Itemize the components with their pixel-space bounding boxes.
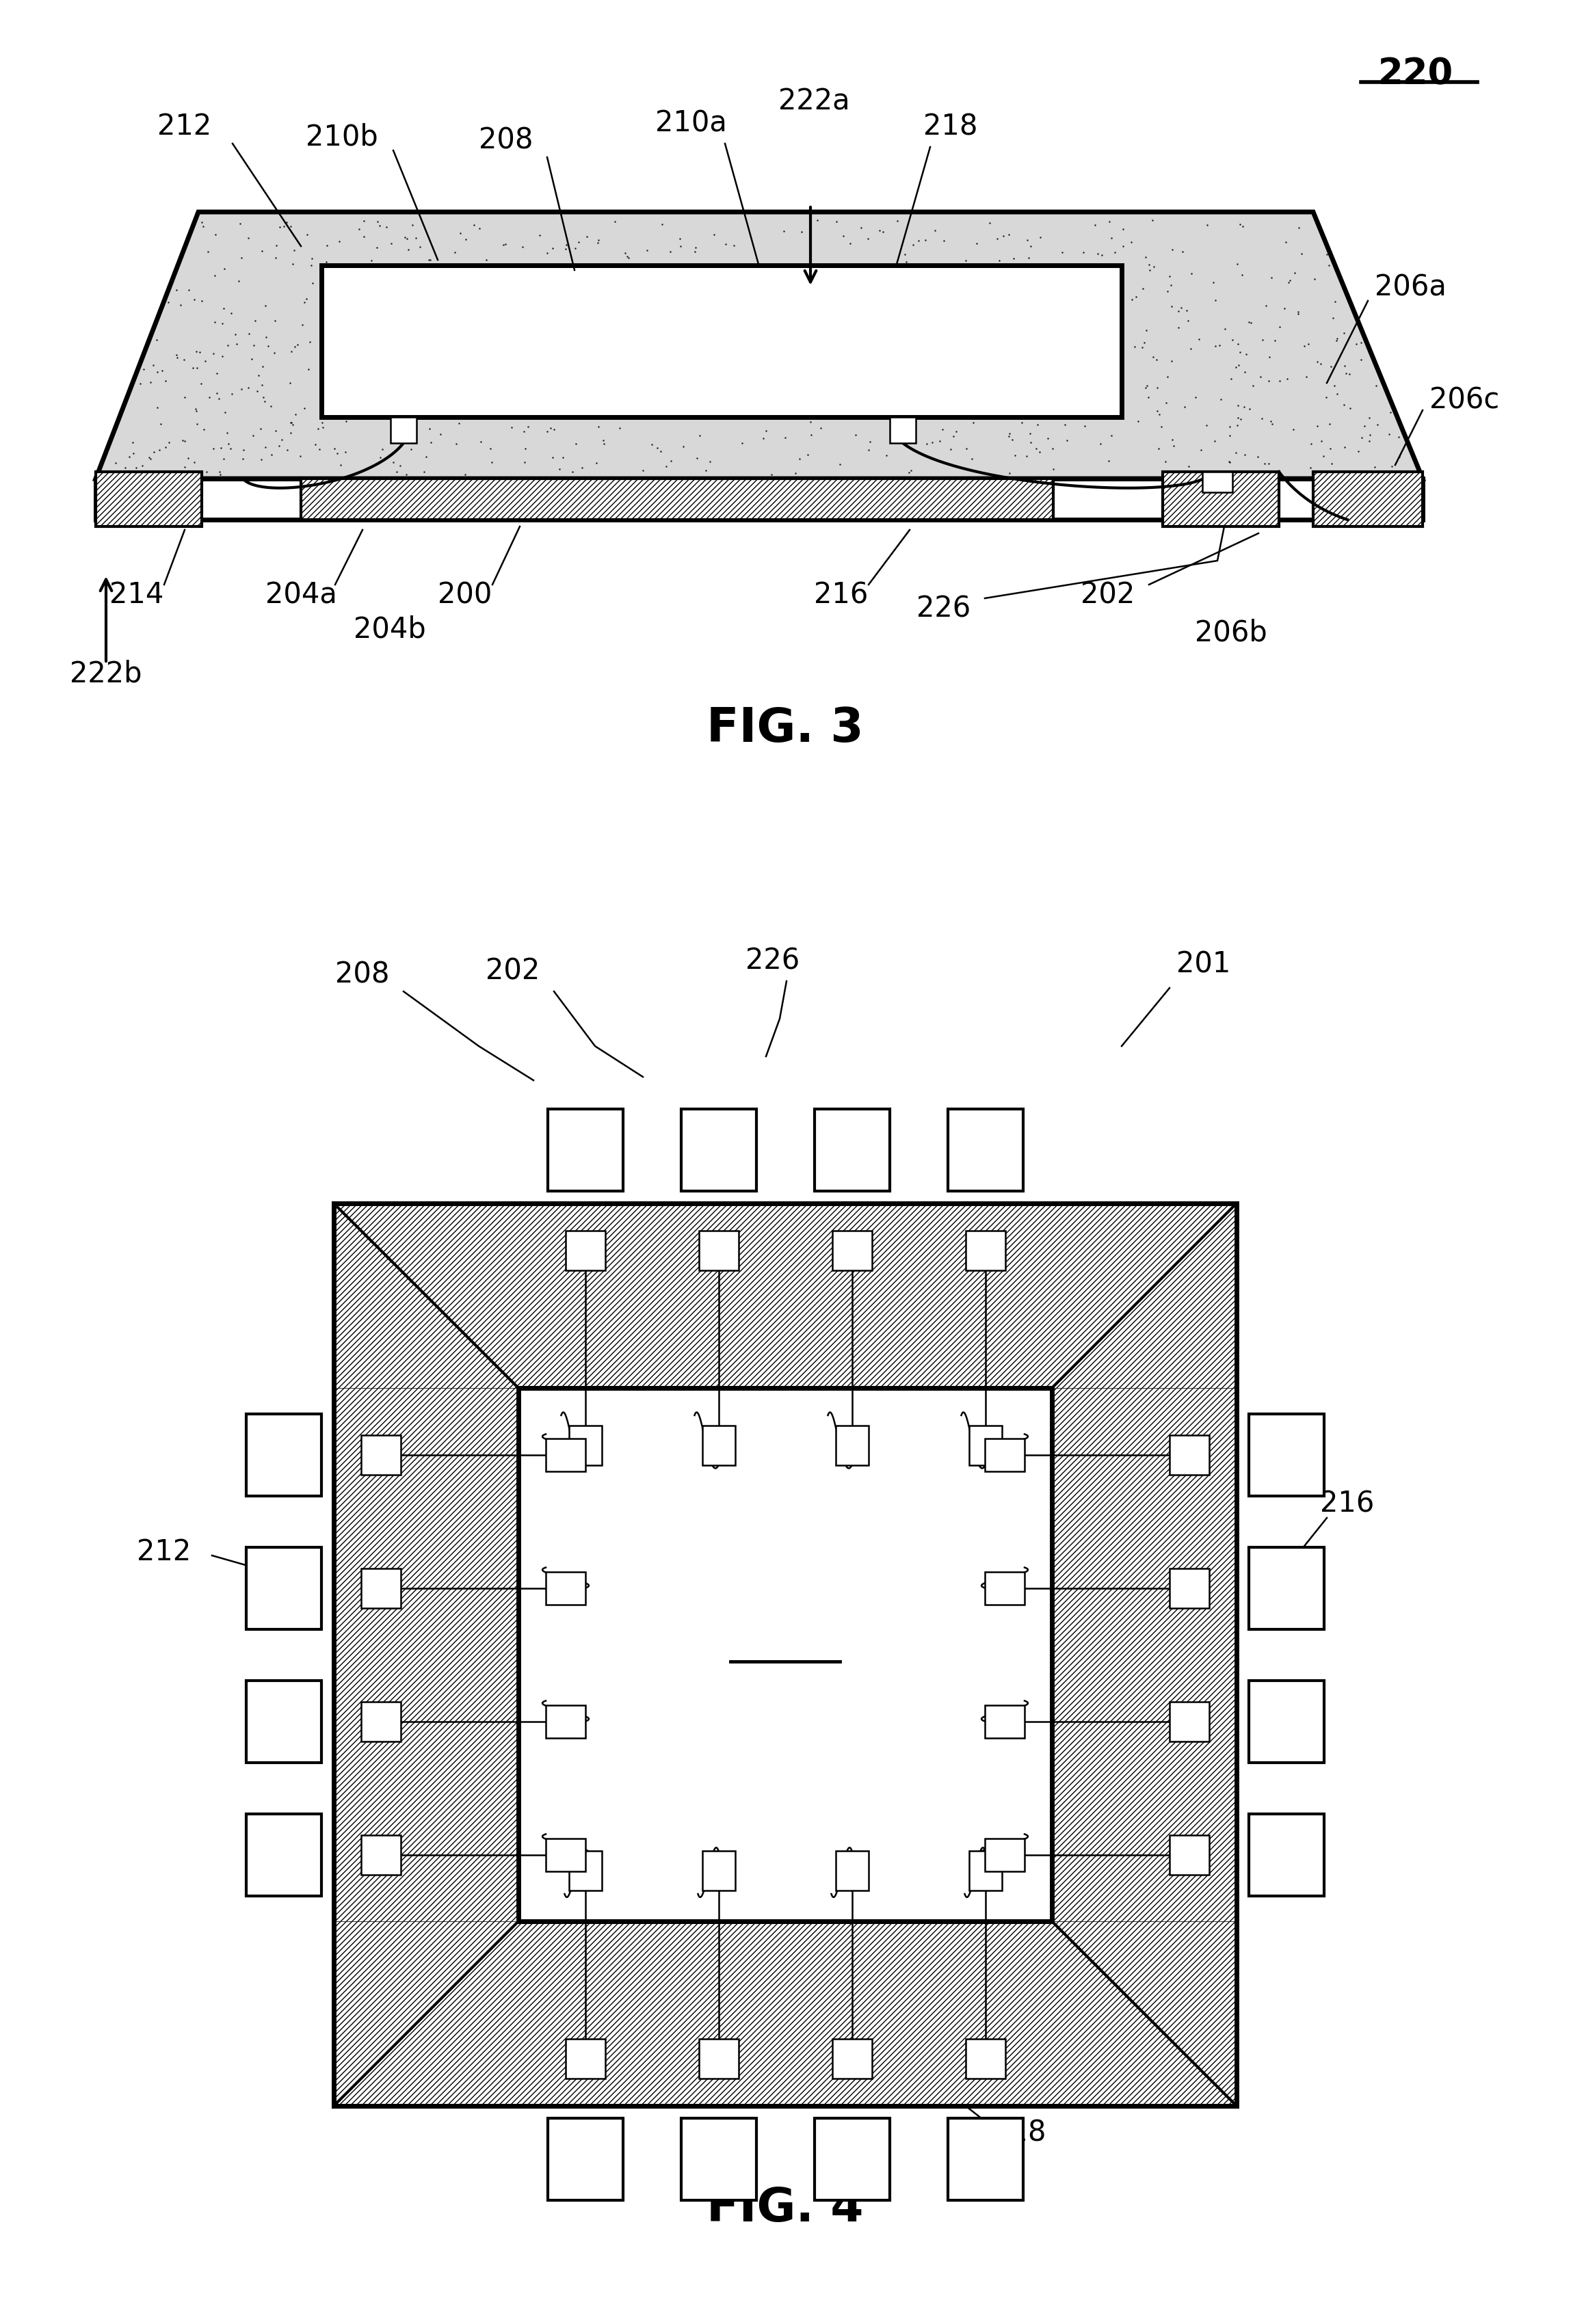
Polygon shape — [985, 1439, 1024, 1471]
Polygon shape — [247, 1413, 322, 1497]
Text: 220: 220 — [1378, 56, 1453, 91]
Polygon shape — [566, 1232, 605, 1271]
Polygon shape — [1169, 1569, 1210, 1608]
Polygon shape — [833, 1232, 872, 1271]
Polygon shape — [699, 1232, 738, 1271]
Polygon shape — [569, 1425, 602, 1464]
Polygon shape — [1249, 1548, 1324, 1629]
Text: 204b: 204b — [353, 614, 426, 644]
Text: 212: 212 — [137, 1538, 192, 1566]
Polygon shape — [814, 1109, 889, 1192]
Polygon shape — [947, 2117, 1023, 2201]
Polygon shape — [889, 416, 916, 444]
Polygon shape — [965, 2038, 1005, 2078]
Polygon shape — [547, 1109, 622, 1192]
Polygon shape — [302, 479, 1053, 521]
Polygon shape — [1053, 1387, 1236, 1922]
Polygon shape — [969, 1850, 1002, 1889]
Polygon shape — [702, 1425, 735, 1464]
Text: 216: 216 — [814, 581, 869, 609]
Polygon shape — [545, 1706, 586, 1738]
Text: 206a: 206a — [1375, 272, 1447, 302]
Text: 214: 214 — [110, 581, 163, 609]
Polygon shape — [985, 1838, 1024, 1871]
Polygon shape — [836, 1850, 869, 1889]
Polygon shape — [322, 265, 1122, 416]
Polygon shape — [333, 1387, 518, 1922]
Text: 218: 218 — [924, 112, 977, 142]
Polygon shape — [96, 479, 1423, 521]
Polygon shape — [361, 1701, 401, 1741]
Text: FIG. 4: FIG. 4 — [707, 2185, 864, 2231]
Polygon shape — [836, 1425, 869, 1464]
Polygon shape — [965, 1232, 1005, 1271]
Text: 200: 200 — [735, 1611, 834, 1657]
Text: 208: 208 — [335, 960, 390, 988]
Polygon shape — [1169, 1701, 1210, 1741]
Text: 222a: 222a — [778, 86, 850, 116]
Polygon shape — [814, 2117, 889, 2201]
Polygon shape — [833, 2038, 872, 2078]
Text: 210a: 210a — [655, 109, 727, 137]
Text: 200: 200 — [438, 581, 492, 609]
Polygon shape — [361, 1434, 401, 1473]
Polygon shape — [566, 2038, 605, 2078]
Polygon shape — [680, 2117, 756, 2201]
Polygon shape — [699, 2038, 738, 2078]
Polygon shape — [333, 1922, 1236, 2106]
Polygon shape — [1249, 1680, 1324, 1762]
Polygon shape — [569, 1850, 602, 1889]
Polygon shape — [1202, 472, 1233, 493]
Polygon shape — [545, 1571, 586, 1604]
Text: 208: 208 — [479, 125, 533, 153]
Polygon shape — [547, 2117, 622, 2201]
Text: 204a: 204a — [265, 581, 336, 609]
Text: 212: 212 — [157, 112, 212, 142]
Text: 206b: 206b — [1196, 618, 1268, 646]
Polygon shape — [247, 1548, 322, 1629]
Polygon shape — [1169, 1834, 1210, 1875]
Polygon shape — [680, 1109, 756, 1192]
Polygon shape — [96, 472, 201, 528]
Polygon shape — [391, 416, 416, 444]
Polygon shape — [1163, 472, 1279, 528]
Polygon shape — [333, 1204, 1236, 1387]
Polygon shape — [985, 1571, 1024, 1604]
Text: 202: 202 — [485, 957, 540, 985]
Text: 210b: 210b — [306, 123, 379, 151]
Polygon shape — [702, 1850, 735, 1889]
Polygon shape — [969, 1425, 1002, 1464]
Polygon shape — [247, 1680, 322, 1762]
Polygon shape — [1249, 1813, 1324, 1896]
Polygon shape — [247, 1813, 322, 1896]
Text: 226: 226 — [746, 946, 800, 976]
Text: 206c: 206c — [1430, 386, 1499, 414]
Polygon shape — [96, 211, 1423, 479]
Polygon shape — [985, 1706, 1024, 1738]
Text: 226: 226 — [917, 595, 971, 623]
Polygon shape — [947, 1109, 1023, 1192]
Polygon shape — [1169, 1434, 1210, 1473]
Polygon shape — [518, 1387, 1053, 1922]
Polygon shape — [545, 1838, 586, 1871]
Polygon shape — [333, 1204, 1236, 2106]
Polygon shape — [361, 1569, 401, 1608]
Text: 202: 202 — [1081, 581, 1136, 609]
Text: 216: 216 — [1320, 1490, 1375, 1518]
Text: 222b: 222b — [71, 660, 141, 688]
Text: 218: 218 — [991, 2119, 1046, 2147]
Polygon shape — [361, 1834, 401, 1875]
Text: 201: 201 — [1177, 951, 1230, 978]
Polygon shape — [1249, 1413, 1324, 1497]
Polygon shape — [1313, 472, 1423, 528]
Polygon shape — [545, 1439, 586, 1471]
Text: FIG. 3: FIG. 3 — [707, 704, 864, 751]
